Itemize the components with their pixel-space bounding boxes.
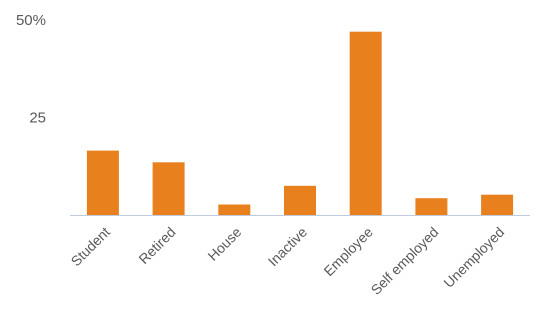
y-tick-label-50: 50% xyxy=(16,12,46,29)
bar-student xyxy=(86,150,119,215)
x-tick-label-inactive: Inactive xyxy=(265,224,311,270)
x-axis-category-labels: Student Retired House Inactive EmployeeSelf … xyxy=(68,224,508,298)
x-tick-label-unemployed: Unemployed xyxy=(440,224,507,291)
bar-unemployed xyxy=(481,194,514,215)
y-axis-ticks: 25 50% xyxy=(16,12,46,127)
bar-self-employed xyxy=(415,198,448,215)
bar-house xyxy=(218,204,251,215)
x-tick-label-retired: Retired xyxy=(135,224,178,267)
x-tick-label-employee: Employee xyxy=(320,224,375,279)
x-tick-label-house: House xyxy=(204,224,244,264)
bar-retired xyxy=(152,162,185,215)
y-tick-label-25: 25 xyxy=(29,110,46,127)
x-tick-label-self-employed: Self employed xyxy=(368,224,442,298)
x-tick-label-student: Student xyxy=(68,224,114,270)
bar-employee xyxy=(349,31,382,216)
bar-inactive xyxy=(284,185,316,216)
bars xyxy=(86,31,514,216)
